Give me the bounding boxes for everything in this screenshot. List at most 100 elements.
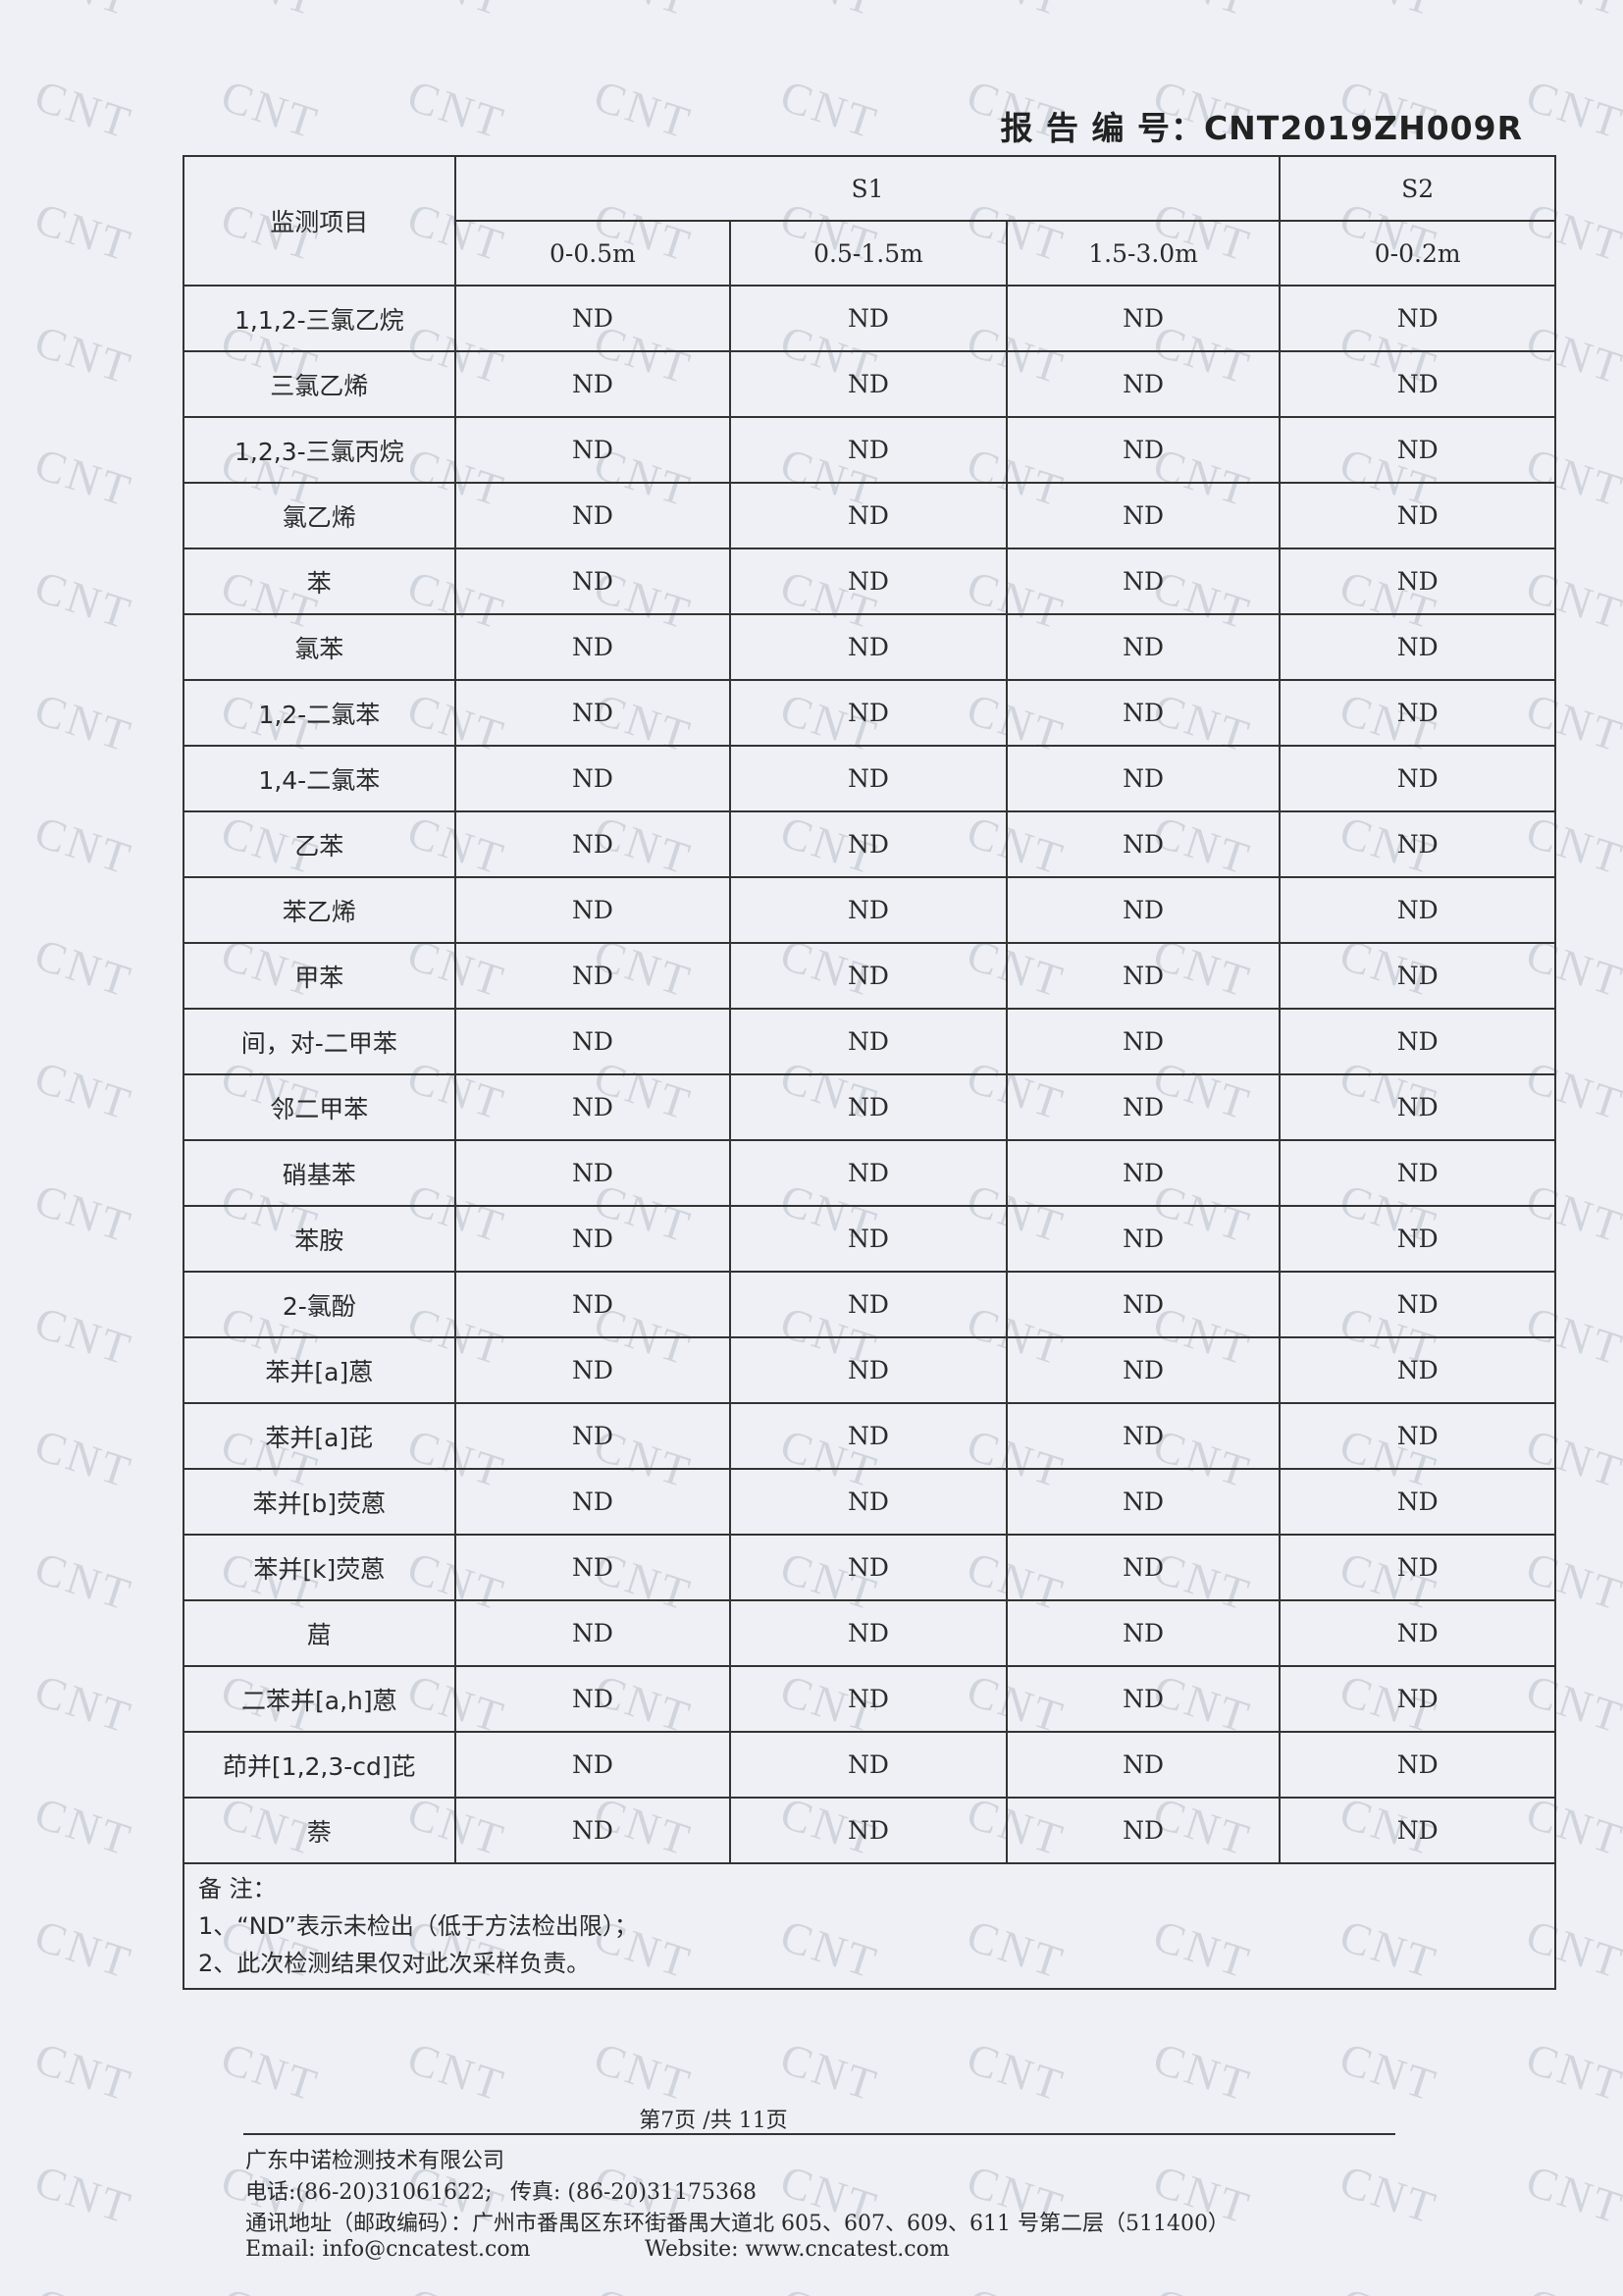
result-cell: ND	[729, 285, 1008, 352]
item-name: 苯并[a]蒽	[183, 1336, 456, 1404]
result-cell: ND	[453, 1797, 732, 1864]
watermark-text: CNT	[1520, 2277, 1623, 2296]
result-cell: ND	[1005, 1599, 1282, 1667]
watermark-text: CNT	[401, 70, 512, 149]
phone: 电话:(86-20)31061622;	[245, 2180, 493, 2205]
depth-header: 0-0.2m	[1279, 220, 1556, 287]
watermark-text: CNT	[28, 192, 139, 272]
result-cell: ND	[1005, 679, 1282, 747]
result-cell: ND	[453, 548, 732, 615]
table-row: 苯并[b]荧蒽 ND ND ND ND	[183, 1468, 1556, 1536]
table-row: 苯 ND ND ND ND	[183, 548, 1556, 615]
result-cell: ND	[453, 1402, 732, 1470]
watermark-text: CNT	[28, 438, 139, 517]
watermark-text: CNT	[401, 0, 512, 26]
result-cell: ND	[453, 285, 732, 352]
item-name: 1,4-二氯苯	[183, 745, 456, 812]
result-cell: ND	[1005, 1797, 1282, 1864]
website-link[interactable]: Website: www.cncatest.com	[645, 2237, 950, 2262]
result-cell: ND	[1279, 350, 1556, 418]
result-cell: ND	[1005, 1731, 1282, 1799]
watermark-text: CNT	[401, 2277, 512, 2296]
depth-header: 0-0.5m	[453, 220, 732, 287]
result-cell: ND	[1005, 1534, 1282, 1601]
watermark-text: CNT	[28, 1909, 139, 1989]
result-cell: ND	[729, 1797, 1008, 1864]
result-cell: ND	[729, 1205, 1008, 1273]
result-cell: ND	[729, 1139, 1008, 1207]
watermark-text: CNT	[1520, 0, 1623, 26]
watermark-text: CNT	[1334, 2277, 1444, 2296]
result-cell: ND	[453, 1534, 732, 1601]
watermark-text: CNT	[588, 2277, 699, 2296]
item-name: 氯乙烯	[183, 482, 456, 549]
table-row: 三氯乙烯 ND ND ND ND	[183, 350, 1556, 418]
result-cell: ND	[1279, 1468, 1556, 1536]
result-cell: ND	[1279, 1402, 1556, 1470]
item-name: 䓛	[183, 1599, 456, 1667]
watermark-text: CNT	[215, 70, 326, 149]
result-cell: ND	[1279, 745, 1556, 812]
watermark-text: CNT	[28, 560, 139, 640]
watermark-text: CNT	[215, 2277, 326, 2296]
watermark-text: CNT	[28, 806, 139, 885]
result-cell: ND	[729, 1665, 1008, 1733]
table-row: 1,1,2-三氯乙烷 ND ND ND ND	[183, 285, 1556, 352]
page-number: 第7页 /共 11页	[639, 2109, 788, 2133]
result-cell: ND	[1279, 1205, 1556, 1273]
result-cell: ND	[453, 679, 732, 747]
footer-divider	[243, 2133, 1395, 2135]
table-row: 二苯并[a,h]蒽 ND ND ND ND	[183, 1665, 1556, 1733]
watermark-text: CNT	[28, 2032, 139, 2112]
item-header: 监测项目	[183, 155, 456, 287]
watermark-text: CNT	[28, 0, 139, 26]
email-link[interactable]: Email: info@cncatest.com	[245, 2237, 531, 2262]
watermark-text: CNT	[28, 1419, 139, 1498]
result-cell: ND	[1005, 613, 1282, 681]
result-cell: ND	[1005, 1271, 1282, 1338]
result-cell: ND	[453, 745, 732, 812]
result-cell: ND	[1279, 1534, 1556, 1601]
result-cell: ND	[1279, 1073, 1556, 1141]
result-cell: ND	[1005, 1073, 1282, 1141]
watermark-text: CNT	[588, 0, 699, 26]
item-name: 1,1,2-三氯乙烷	[183, 285, 456, 352]
item-name: 1,2-二氯苯	[183, 679, 456, 747]
watermark-text: CNT	[774, 2032, 885, 2112]
item-name: 硝基苯	[183, 1139, 456, 1207]
result-cell: ND	[453, 810, 732, 878]
site-header-s1: S1	[453, 155, 1282, 222]
item-name: 苯胺	[183, 1205, 456, 1273]
result-cell: ND	[729, 613, 1008, 681]
result-cell: ND	[1279, 482, 1556, 549]
watermark-text: CNT	[1520, 2032, 1623, 2112]
watermark-text: CNT	[1147, 2277, 1258, 2296]
result-cell: ND	[453, 416, 732, 484]
table-row: 甲苯 ND ND ND ND	[183, 942, 1556, 1010]
result-cell: ND	[1279, 876, 1556, 944]
result-cell: ND	[453, 482, 732, 549]
result-cell: ND	[1279, 1008, 1556, 1075]
notes: 备 注： 1、“ND”表示未检出（低于方法检出限）； 2、此次检测结果仅对此次采样负…	[183, 1862, 1556, 1990]
table-row: 乙苯 ND ND ND ND	[183, 810, 1556, 878]
result-cell: ND	[1005, 285, 1282, 352]
result-cell: ND	[453, 1665, 732, 1733]
result-cell: ND	[729, 876, 1008, 944]
table-row: 硝基苯 ND ND ND ND	[183, 1139, 1556, 1207]
result-cell: ND	[1005, 1008, 1282, 1075]
result-cell: ND	[729, 1468, 1008, 1536]
item-name: 邻二甲苯	[183, 1073, 456, 1141]
watermark-text: CNT	[961, 2032, 1072, 2112]
item-name: 苯并[b]荧蒽	[183, 1468, 456, 1536]
result-cell: ND	[1005, 942, 1282, 1010]
fax: 传真: (86-20)31175368	[510, 2180, 757, 2205]
address: 通讯地址（邮政编码）：广州市番禺区东环街番禺大道北 605、607、609、61…	[245, 2212, 1230, 2236]
result-cell: ND	[729, 1336, 1008, 1404]
result-cell: ND	[729, 482, 1008, 549]
result-cell: ND	[1279, 548, 1556, 615]
table-row: 氯苯 ND ND ND ND	[183, 613, 1556, 681]
table-row: 邻二甲苯 ND ND ND ND	[183, 1073, 1556, 1141]
result-cell: ND	[453, 1468, 732, 1536]
result-cell: ND	[453, 876, 732, 944]
result-cell: ND	[1279, 1665, 1556, 1733]
